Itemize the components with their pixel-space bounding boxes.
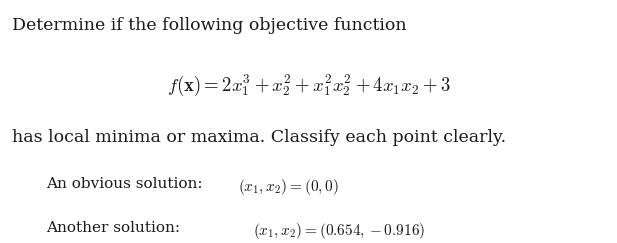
Text: Another solution:: Another solution: bbox=[46, 221, 180, 235]
Text: $(x_1,x_2)=(0,0)$: $(x_1,x_2)=(0,0)$ bbox=[238, 177, 338, 197]
Text: has local minima or maxima. Classify each point clearly.: has local minima or maxima. Classify eac… bbox=[12, 129, 507, 146]
Text: $f(\mathbf{x}) = 2x_1^3 + x_2^2 + x_1^2x_2^2 + 4x_1x_2 + 3$: $f(\mathbf{x}) = 2x_1^3 + x_2^2 + x_1^2x… bbox=[167, 73, 450, 98]
Text: $(x_1,x_2)=(0.654,-0.916)$: $(x_1,x_2)=(0.654,-0.916)$ bbox=[253, 221, 425, 241]
Text: Determine if the following objective function: Determine if the following objective fun… bbox=[12, 17, 407, 34]
Text: An obvious solution:: An obvious solution: bbox=[46, 177, 203, 191]
